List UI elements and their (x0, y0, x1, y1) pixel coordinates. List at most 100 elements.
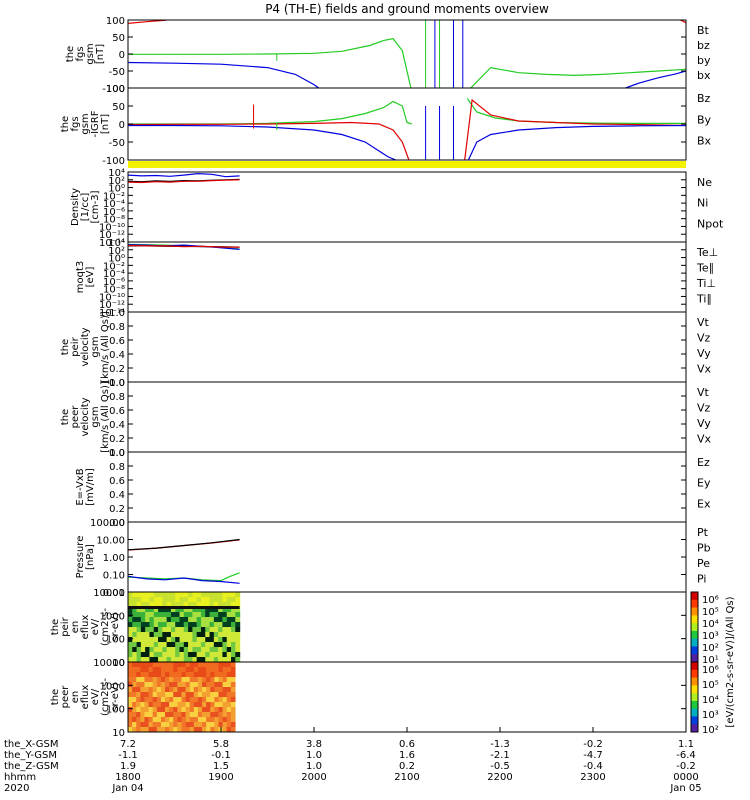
y-tick-label: 100 (106, 84, 125, 95)
colorbar-swatch (691, 685, 698, 694)
y-label-line: eV/ (90, 688, 101, 705)
x-tick-label: 2300 (580, 772, 605, 783)
y-label-line: [nT] (95, 44, 106, 64)
legend-ti∥: Ti∥ (696, 293, 712, 306)
legend-vx: Vx (697, 433, 712, 446)
legend-ni: Ni (697, 197, 708, 210)
panel-peir-en-eflux: 10000 1000 100 10 the peir en eflux eV/(cm2-s-sr… (50, 588, 687, 669)
y-axis-label: the peer en eflux eV/(cm2-s-sr-eV) (50, 678, 121, 716)
series-by (128, 100, 412, 125)
series-bz (128, 121, 410, 160)
y-label-line: the (60, 116, 71, 132)
series-pi (128, 575, 240, 584)
y-tick-label: 0.4 (109, 490, 125, 501)
legend-te∥: Te∥ (696, 262, 714, 275)
y-tick-label: 0.2 (109, 504, 125, 515)
y-axis-label: the peir en eflux eV/(cm2-s-sr-eV) (50, 608, 121, 646)
y-tick-label: 10⁻¹² (99, 300, 125, 311)
heatmap-cells (128, 592, 241, 662)
y-tick-label: 10⁴ (108, 238, 125, 249)
colorbar-2: 10⁶ 10⁵ 10⁴ 10³ 10² (690, 661, 719, 736)
colorbar-tick: 10⁴ (702, 695, 719, 706)
y-tick-label: 0.4 (109, 350, 125, 361)
series-te⊥ (128, 244, 240, 248)
legend-ne: Ne (697, 176, 712, 189)
y-label-line: [km/s (All Qs)] (100, 311, 111, 383)
y-tick-label: 0 (119, 120, 125, 131)
legend-ez: Ez (697, 456, 710, 469)
y-tick-label: 100 (106, 635, 125, 646)
y-tick-label: 100 (106, 705, 125, 716)
y-tick-label: 10⁻⁸ (103, 285, 125, 296)
y-label-line: eV/ (90, 618, 101, 635)
legend-vt: Vt (697, 316, 710, 329)
y-tick-label: -100 (102, 156, 125, 167)
series-bx (128, 124, 397, 160)
legend-ex: Ex (697, 497, 711, 510)
x-tick-label: 0.2 (399, 761, 415, 772)
y-label-line: peir (60, 616, 71, 636)
panel-fgs-gsm: 100 50 0 -50 -100 the fgs gsm [nT] Bt bz by bx (65, 16, 711, 95)
y-label-line: [km/s (All Qs)] (100, 381, 111, 453)
y-label-line: moqt3 (75, 261, 86, 294)
x-tick-label: 1900 (208, 772, 233, 783)
quality-flag-bar (128, 161, 686, 168)
y-tick-label: 10⁻² (103, 261, 125, 272)
y-label-line: the (50, 619, 61, 635)
y-label-line: [mV/m] (85, 468, 96, 506)
y-tick-label: 0.8 (109, 392, 125, 403)
y-tick-label: 10⁻¹⁴ (99, 308, 125, 319)
legend-te⊥: Te⊥ (696, 246, 718, 259)
y-label-line: (cm2-s- (100, 608, 111, 646)
colorbar-frame (690, 661, 699, 733)
y-label-line: the (60, 409, 71, 425)
y-tick-label: -100 (102, 84, 125, 95)
y-tick-label: 1.0 (109, 448, 125, 459)
y-tick-label: 0.0 (109, 448, 125, 459)
colorbar-swatch (691, 623, 698, 632)
y-tick-label: 10⁻¹⁰ (99, 292, 125, 303)
y-tick-label: 50 (112, 33, 125, 44)
y-tick-label: 1.0 (109, 308, 125, 319)
y-tick-label: 10⁻⁴ (103, 199, 125, 210)
y-tick-label: 10⁻¹⁴ (99, 238, 125, 249)
x-tick-label: -0.2 (583, 739, 603, 750)
y-tick-label: 10² (108, 176, 125, 187)
y-label-line: gsm (80, 113, 91, 134)
colorbar-swatch (691, 592, 698, 601)
y-tick-label: 0.2 (109, 434, 125, 445)
legend-vy: Vy (697, 417, 711, 430)
x-row-label: the_X-GSM (4, 739, 58, 750)
panel-e-field: 1.0 0.8 0.6 0.4 0.2 0.0 E=-VxB [mV/m] Ez Ey Ex (75, 448, 711, 529)
series-bz-2 (464, 98, 686, 160)
y-label-line: fgs (75, 46, 86, 61)
y-tick-label: 0.0 (109, 518, 125, 529)
y-tick-label: 0.8 (109, 322, 125, 333)
y-axis-label: the fgs gsm [nT] (65, 43, 106, 64)
legend-npot: Npot (697, 217, 724, 230)
colorbar-swatch (691, 654, 698, 663)
x-row-label: hhmm (4, 772, 36, 783)
y-axis-label: Density [1/cc] [cm-3] (70, 188, 101, 226)
y-label-line: [cm-3] (90, 190, 101, 223)
series-npot (128, 172, 240, 178)
legend-bz: Bz (697, 92, 711, 105)
y-label-line: peir (70, 336, 81, 356)
figure-title: P4 (TH-E) fields and ground moments over… (265, 2, 549, 16)
y-tick-label: 0.6 (109, 476, 125, 487)
legend-vz: Vz (697, 402, 711, 415)
panel-frame (127, 171, 687, 243)
y-tick-label: 10⁻² (103, 191, 125, 202)
x-tick-label: 2100 (394, 772, 419, 783)
legend-bz: bz (697, 39, 710, 52)
panel-fgs-gsm-dip: 100 50 0 -50 -100 the fgs gsm -IGRF [nT] Bz By Bx (60, 84, 712, 167)
y-label-line: [nPa] (85, 544, 96, 570)
y-label-line: eflux (80, 685, 91, 710)
series-by (128, 38, 412, 88)
y-label-line: [nT] (100, 114, 111, 134)
y-axis-label: E=-VxB [mV/m] (75, 468, 96, 506)
y-axis-label: Pressure [nPa] (75, 536, 96, 579)
panel-temperature: 10⁴10²10⁰10⁻²10⁻⁴10⁻⁶10⁻⁸10⁻¹⁰10⁻¹²10⁻¹⁴… (75, 238, 718, 319)
y-tick-label: -50 (109, 138, 125, 149)
